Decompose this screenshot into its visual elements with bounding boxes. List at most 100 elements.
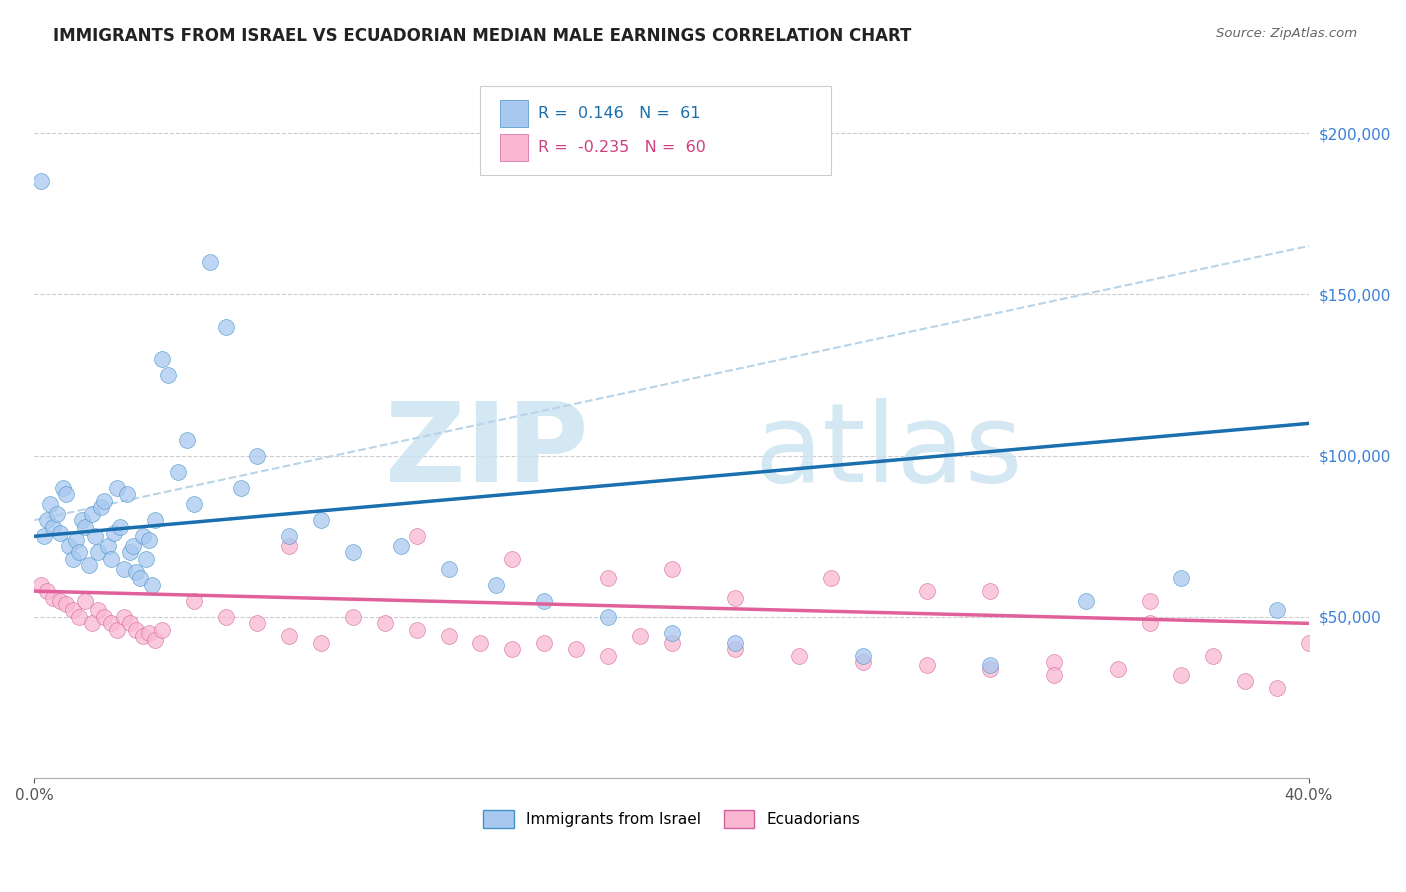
Bar <box>499 134 527 161</box>
Point <box>75 519 97 533</box>
Point <box>820 571 842 585</box>
Point <box>501 552 523 566</box>
Point <box>39 497 62 511</box>
Point <box>100 616 122 631</box>
Point <box>67 545 90 559</box>
Point <box>596 648 619 663</box>
Point <box>979 584 1001 599</box>
Point <box>105 623 128 637</box>
Point <box>787 648 810 663</box>
Point <box>45 507 67 521</box>
Point <box>1298 636 1320 650</box>
Point <box>278 539 301 553</box>
Point <box>915 584 938 599</box>
Point <box>150 351 173 366</box>
Point <box>405 529 427 543</box>
Point <box>58 539 80 553</box>
Point <box>661 561 683 575</box>
Point <box>198 255 221 269</box>
Point <box>49 526 72 541</box>
Point <box>67 610 90 624</box>
Point <box>80 616 103 631</box>
Point <box>138 533 160 547</box>
FancyBboxPatch shape <box>481 87 831 175</box>
Point <box>128 571 150 585</box>
Text: ZIP: ZIP <box>385 398 589 505</box>
Text: Source: ZipAtlas.com: Source: ZipAtlas.com <box>1216 27 1357 40</box>
Point <box>141 577 163 591</box>
Point <box>93 493 115 508</box>
Point <box>437 629 460 643</box>
Point <box>135 552 157 566</box>
Point <box>87 603 110 617</box>
Point <box>214 319 236 334</box>
Point <box>183 594 205 608</box>
Point <box>470 636 492 650</box>
Point <box>150 623 173 637</box>
Point <box>32 529 55 543</box>
Point <box>138 626 160 640</box>
Point <box>309 636 332 650</box>
Point <box>103 526 125 541</box>
Point <box>112 561 135 575</box>
Point <box>231 481 253 495</box>
Point <box>852 648 875 663</box>
Point <box>1139 594 1161 608</box>
Point <box>90 500 112 515</box>
Point <box>75 594 97 608</box>
Point <box>628 629 651 643</box>
Point <box>30 577 52 591</box>
Point <box>309 513 332 527</box>
Point <box>979 658 1001 673</box>
Point <box>87 545 110 559</box>
Point <box>105 481 128 495</box>
Point <box>125 565 148 579</box>
Point <box>122 539 145 553</box>
Point <box>1234 674 1257 689</box>
Point <box>70 513 93 527</box>
Point <box>1074 594 1097 608</box>
Point <box>246 616 269 631</box>
Point <box>183 497 205 511</box>
Point <box>100 552 122 566</box>
Point <box>342 545 364 559</box>
Point <box>342 610 364 624</box>
Point <box>1202 648 1225 663</box>
Point <box>37 584 59 599</box>
Point <box>405 623 427 637</box>
Point <box>42 519 65 533</box>
Point <box>214 610 236 624</box>
Point <box>1170 668 1192 682</box>
Point <box>389 539 412 553</box>
Point <box>485 577 508 591</box>
Point <box>166 465 188 479</box>
Text: R =  -0.235   N =  60: R = -0.235 N = 60 <box>538 140 706 155</box>
Point <box>118 616 141 631</box>
Point <box>724 591 747 605</box>
Point <box>724 636 747 650</box>
Point <box>118 545 141 559</box>
Point <box>533 594 555 608</box>
Point <box>1265 603 1288 617</box>
Point <box>97 539 120 553</box>
Point <box>52 481 75 495</box>
Point <box>661 636 683 650</box>
Point <box>1170 571 1192 585</box>
Point <box>661 626 683 640</box>
Point <box>65 533 87 547</box>
Point <box>42 591 65 605</box>
Point <box>115 487 138 501</box>
Point <box>596 610 619 624</box>
Point <box>132 529 155 543</box>
Point <box>77 558 100 573</box>
Point <box>110 519 132 533</box>
Point <box>437 561 460 575</box>
Point <box>1043 668 1066 682</box>
Point <box>62 603 84 617</box>
Point <box>1043 655 1066 669</box>
Point <box>979 661 1001 675</box>
Point <box>1139 616 1161 631</box>
Point <box>176 433 198 447</box>
Text: atlas: atlas <box>755 398 1024 505</box>
Point <box>565 642 588 657</box>
